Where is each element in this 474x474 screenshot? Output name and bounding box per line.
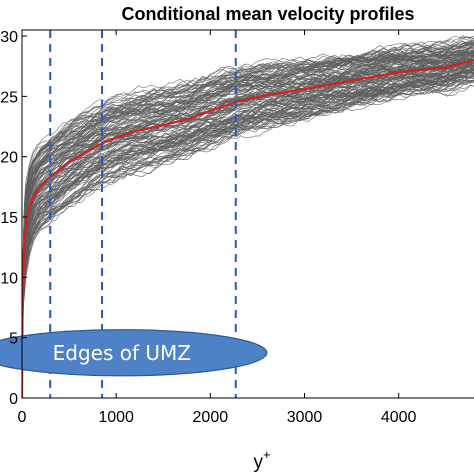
plot-area: Edges of UMZ 0 1000 2000 3000 4000 0 5 10 15 20 25 3… bbox=[0, 29, 474, 426]
ensemble-profile-line bbox=[22, 44, 474, 398]
annotation-ellipse bbox=[0, 329, 268, 377]
ensemble-profile-line bbox=[22, 81, 474, 398]
y-tick-label: 0 bbox=[9, 391, 18, 408]
x-axis-label: y+ bbox=[253, 447, 270, 473]
ensemble-profile-line bbox=[22, 50, 474, 398]
y-tick-label: 20 bbox=[0, 150, 18, 167]
y-tick-label: 25 bbox=[0, 89, 18, 106]
x-axis-label-superscript: + bbox=[263, 447, 271, 462]
chart-title: Conditional mean velocity profiles bbox=[121, 4, 414, 24]
ensemble-profile-line bbox=[22, 41, 474, 398]
ensemble-profile-line bbox=[22, 67, 474, 398]
ensemble-profile-line bbox=[22, 41, 474, 398]
x-tick-label: 4000 bbox=[381, 409, 417, 426]
ensemble-profile-line bbox=[22, 55, 474, 398]
ensemble-profile-line bbox=[22, 44, 474, 398]
x-tick-label: 3000 bbox=[287, 409, 323, 426]
y-tick-label: 15 bbox=[0, 210, 18, 227]
x-tick-label: 2000 bbox=[193, 409, 229, 426]
y-tick-label: 30 bbox=[0, 29, 18, 46]
x-tick-label: 1000 bbox=[98, 409, 134, 426]
annotation-label: Edges of UMZ bbox=[53, 341, 191, 365]
axes-frame bbox=[21, 29, 474, 399]
ensemble-profile-line bbox=[22, 42, 474, 398]
ensemble-profile-line bbox=[22, 36, 474, 398]
ensemble-profile-line bbox=[22, 72, 474, 398]
ensemble-profile-line bbox=[22, 71, 474, 398]
ensemble-profiles bbox=[22, 35, 474, 398]
ensemble-profile-line bbox=[22, 43, 474, 398]
y-tick-label: 5 bbox=[9, 331, 18, 348]
y-tick-label: 10 bbox=[0, 270, 18, 287]
x-tick-label: 0 bbox=[18, 409, 27, 426]
ensemble-profile-line bbox=[22, 35, 474, 398]
ensemble-profile-line bbox=[22, 35, 474, 398]
ensemble-profile-line bbox=[22, 43, 474, 398]
ensemble-profile-line bbox=[22, 39, 474, 398]
ensemble-profile-line bbox=[22, 54, 474, 398]
